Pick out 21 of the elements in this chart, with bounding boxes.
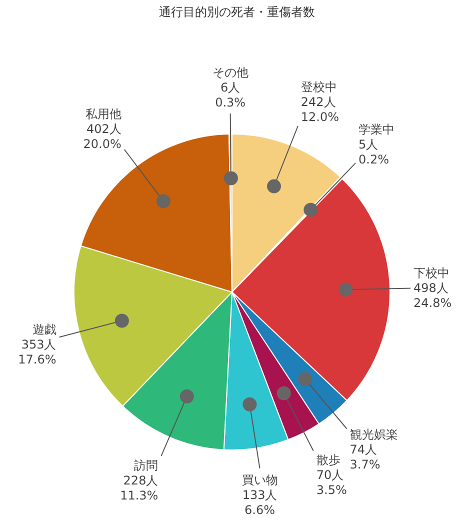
slice-label: 買い物 bbox=[242, 473, 278, 488]
slice-label: 下校中 bbox=[414, 266, 450, 280]
data-label: 70人 3.5% bbox=[316, 468, 347, 497]
slice-label: 遊戯 bbox=[32, 322, 56, 336]
slice-label: 学業中 bbox=[358, 122, 395, 136]
chart-title: 通行目的別の死者・重傷者数 bbox=[159, 5, 315, 19]
slice-label: 訪問 bbox=[134, 458, 158, 473]
data-label: 228人 11.3% bbox=[120, 474, 158, 503]
data-label: 5人 0.2% bbox=[358, 137, 390, 166]
data-label: 402人 20.0% bbox=[83, 122, 122, 151]
data-label: 242人 12.0% bbox=[300, 94, 340, 124]
slice-label: 観光娯楽 bbox=[350, 428, 398, 442]
data-label: 74人 3.7% bbox=[350, 442, 380, 472]
data-label: 6人 0.3% bbox=[215, 80, 246, 110]
slice-label: その他 bbox=[212, 65, 248, 80]
slice-label: 散歩 bbox=[316, 452, 340, 467]
data-label: 498人 24.8% bbox=[414, 281, 452, 310]
slice-label: 私用他 bbox=[85, 106, 122, 121]
slice-label: 登校中 bbox=[300, 80, 337, 94]
data-label: 353人 17.6% bbox=[18, 337, 56, 366]
data-label: 133人 6.6% bbox=[242, 488, 278, 518]
